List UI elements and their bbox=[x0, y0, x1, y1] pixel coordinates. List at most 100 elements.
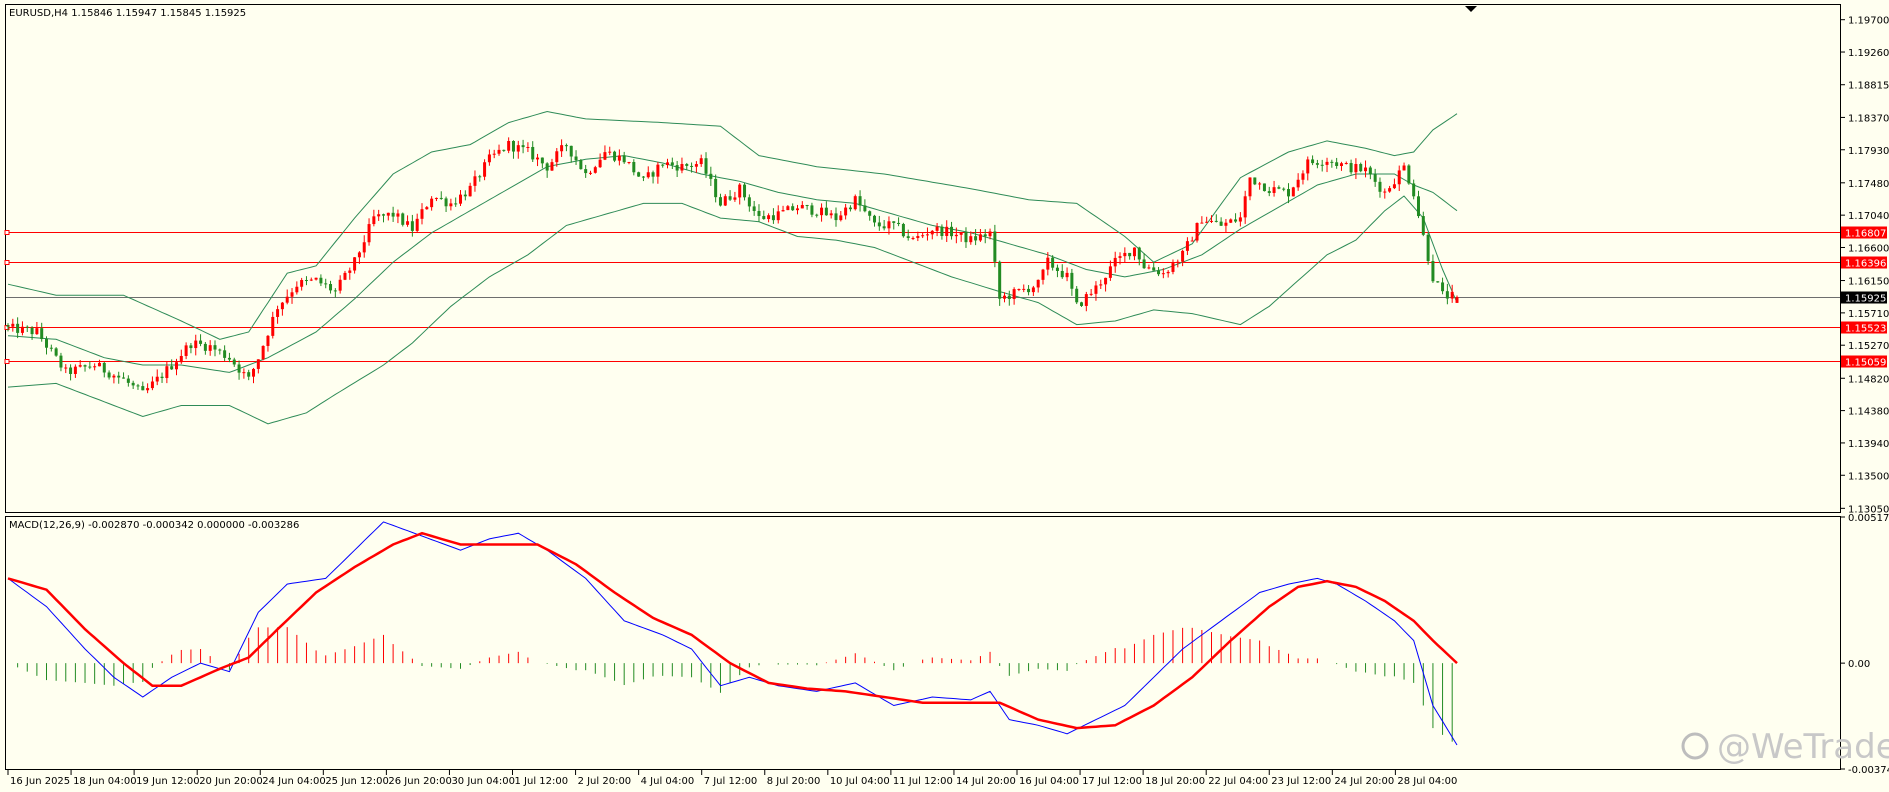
candle-bull bbox=[184, 345, 188, 356]
candle-bull bbox=[1065, 272, 1069, 278]
price-tick-label: 1.17040 bbox=[1848, 211, 1889, 222]
candle-bear bbox=[964, 232, 968, 243]
candle-bull bbox=[295, 286, 299, 293]
price-level-tag bbox=[1841, 226, 1887, 239]
candle-bear bbox=[974, 236, 978, 241]
candle-bear bbox=[1426, 234, 1430, 262]
candle-bear bbox=[136, 385, 140, 387]
price-level-label: 1.15059 bbox=[1845, 358, 1886, 369]
price-tick-label: 1.18370 bbox=[1848, 113, 1889, 124]
candle-bull bbox=[887, 221, 891, 229]
candle-bear bbox=[1137, 247, 1141, 260]
candle-bear bbox=[102, 362, 106, 373]
candle-bear bbox=[329, 284, 333, 291]
shift-marker-icon[interactable] bbox=[1465, 6, 1477, 12]
price-level-handle[interactable] bbox=[4, 359, 10, 364]
candle-bull bbox=[507, 140, 511, 151]
time-tick-label: 14 Jul 20:00 bbox=[956, 776, 1016, 787]
candle-bear bbox=[1060, 270, 1064, 278]
time-axis: 16 Jun 2025 18 Jun 04:00 19 Jun 12:00 20 Ju… bbox=[7, 770, 1457, 787]
candle-bear bbox=[1075, 288, 1079, 303]
candle-bull bbox=[1195, 222, 1199, 241]
candle-bear bbox=[117, 375, 121, 378]
candle-bull bbox=[781, 210, 785, 212]
candle-bull bbox=[1388, 188, 1392, 192]
candle-bear bbox=[685, 164, 689, 166]
candle-bull bbox=[1272, 187, 1276, 193]
candle-bear bbox=[170, 366, 174, 370]
candle-bear bbox=[511, 140, 515, 152]
candle-bull bbox=[656, 164, 660, 177]
candle-bull bbox=[1339, 163, 1343, 166]
candle-bull bbox=[179, 355, 183, 363]
candle-bear bbox=[651, 172, 655, 177]
time-tick-label: 26 Jun 20:00 bbox=[388, 776, 452, 787]
candle-bear bbox=[1445, 291, 1449, 299]
candle-bear bbox=[88, 366, 92, 368]
candles bbox=[6, 137, 1459, 394]
candle-bull bbox=[155, 376, 159, 382]
time-tick-label: 8 Jul 20:00 bbox=[767, 776, 821, 787]
candle-bull bbox=[627, 161, 631, 163]
price-level-handle[interactable] bbox=[4, 260, 10, 265]
candle-bear bbox=[304, 280, 308, 282]
candle-bull bbox=[362, 242, 366, 253]
candle-bear bbox=[1277, 187, 1281, 189]
candle-bull bbox=[1344, 162, 1348, 164]
candle-bull bbox=[1036, 279, 1040, 288]
candle-bull bbox=[1248, 177, 1252, 197]
candle-bear bbox=[131, 382, 135, 386]
candle-bull bbox=[1118, 256, 1122, 258]
candle-bear bbox=[203, 343, 207, 351]
candle-bull bbox=[786, 206, 790, 211]
candle-bear bbox=[863, 205, 867, 212]
candle-bear bbox=[1287, 189, 1291, 197]
price-tick-label: 1.14380 bbox=[1848, 407, 1889, 418]
price-tick-label: 1.19700 bbox=[1848, 16, 1889, 27]
candle-bear bbox=[333, 290, 337, 292]
candle-bull bbox=[1190, 240, 1194, 242]
candle-bear bbox=[391, 212, 395, 217]
candle-bull bbox=[242, 372, 246, 374]
candle-bull bbox=[1229, 219, 1233, 223]
candle-bull bbox=[357, 252, 361, 258]
candle-bull bbox=[73, 366, 77, 374]
candle-bear bbox=[622, 155, 626, 163]
candle-bear bbox=[983, 234, 987, 237]
candle-bull bbox=[1041, 269, 1045, 280]
time-tick-label: 17 Jul 12:00 bbox=[1082, 776, 1142, 787]
candle-bull bbox=[353, 257, 357, 271]
candle-bull bbox=[459, 194, 463, 204]
candle-bull bbox=[280, 302, 284, 310]
candle-bull bbox=[492, 153, 496, 155]
price-tick-label: 1.13940 bbox=[1848, 439, 1889, 450]
candle-bear bbox=[747, 197, 751, 207]
candle-bull bbox=[935, 226, 939, 231]
candle-bull bbox=[560, 145, 564, 152]
candle-bear bbox=[213, 345, 217, 350]
candle-bear bbox=[189, 345, 193, 349]
bollinger-upper-line bbox=[7, 110, 1458, 340]
candle-bull bbox=[969, 236, 973, 243]
candle-bear bbox=[714, 178, 718, 198]
candle-bear bbox=[868, 211, 872, 216]
price-tick-label: 1.13050 bbox=[1848, 504, 1889, 515]
candle-bull bbox=[1301, 173, 1305, 180]
candle-bull bbox=[1094, 285, 1098, 294]
candle-bull bbox=[415, 218, 419, 231]
candle-bull bbox=[261, 345, 265, 360]
candle-bear bbox=[718, 197, 722, 206]
candle-bear bbox=[1412, 183, 1416, 197]
candle-bull bbox=[1238, 217, 1242, 222]
candle-bear bbox=[882, 226, 886, 229]
macd-tick-label: -0.003748 bbox=[1848, 765, 1889, 776]
candle-bull bbox=[699, 158, 703, 165]
price-level-handle[interactable] bbox=[4, 230, 10, 235]
candle-bull bbox=[1243, 196, 1247, 218]
candle-bear bbox=[728, 196, 732, 200]
candle-bull bbox=[1205, 221, 1209, 223]
candle-bull bbox=[1354, 164, 1358, 173]
candle-bull bbox=[1113, 257, 1117, 267]
candle-bear bbox=[1378, 181, 1382, 192]
